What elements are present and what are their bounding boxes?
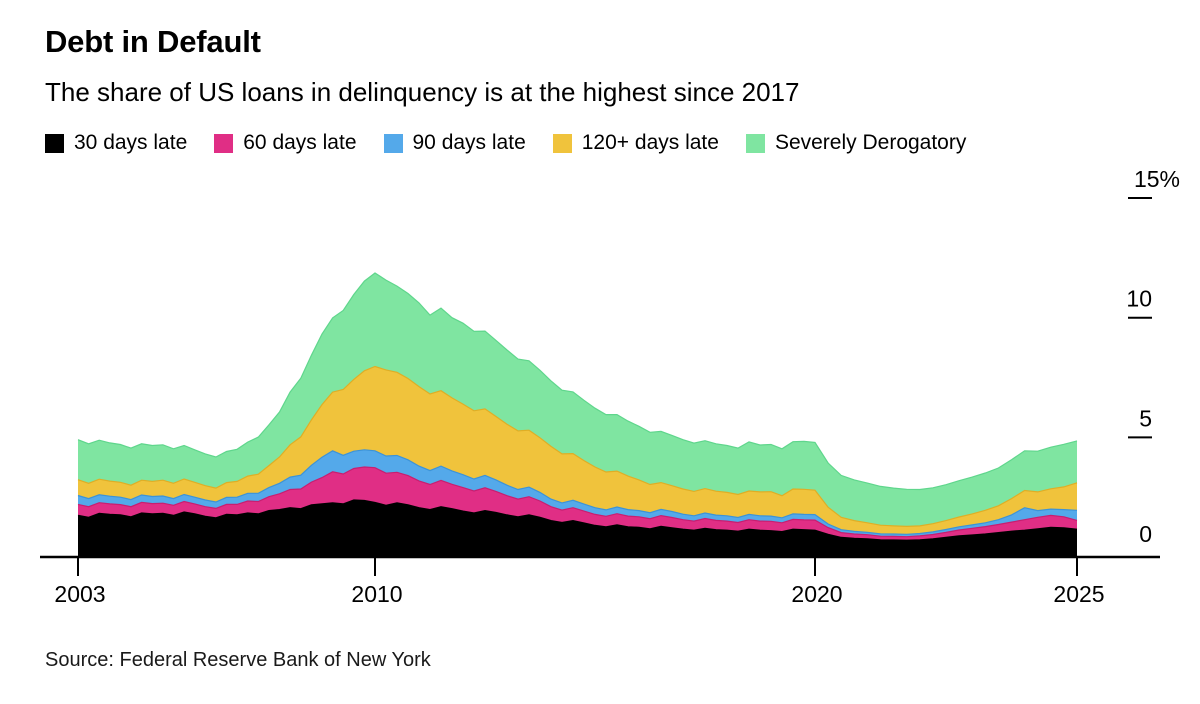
area-30-days-late xyxy=(78,500,1077,557)
legend-swatch-severely-derogatory xyxy=(745,133,765,153)
edge-30-days-late xyxy=(77,499,1078,541)
legend-swatch-60-days-late xyxy=(214,133,234,153)
area-60-days-late xyxy=(78,467,1077,541)
x-tick-label-2020: 2020 xyxy=(791,581,842,607)
x-tick-label-2010: 2010 xyxy=(351,581,402,607)
legend-swatch-120-plus-days-late xyxy=(552,133,572,153)
legend: 30 days late 60 days late 90 days late 120+… xyxy=(45,131,966,155)
legend-item-severely-derogatory: Severely Derogatory xyxy=(745,131,967,155)
y-tick-label-5: 5 xyxy=(1139,405,1152,431)
area-90-days-late xyxy=(78,449,1077,537)
legend-label: 60 days late xyxy=(243,131,357,154)
edge-severely-derogatory xyxy=(77,272,1078,491)
legend-label: 90 days late xyxy=(412,131,526,154)
area-120-plus-days-late xyxy=(78,366,1077,535)
edge-60-days-late xyxy=(77,466,1078,538)
x-tick-label-2003: 2003 xyxy=(54,581,105,607)
legend-item-30-days-late: 30 days late xyxy=(45,131,187,155)
page-subtitle: The share of US loans in delinquency is … xyxy=(45,77,800,107)
edge-120-plus-days-late xyxy=(77,365,1078,528)
legend-swatch-30-days-late xyxy=(45,133,64,153)
x-tick-label-2025: 2025 xyxy=(1053,581,1104,607)
legend-item-90-days-late: 90 days late xyxy=(383,131,526,155)
legend-label: 30 days late xyxy=(74,131,188,154)
legend-item-60-days-late: 60 days late xyxy=(214,131,357,155)
y-tick-label-10: 10 xyxy=(1126,286,1152,312)
legend-swatch-90-days-late xyxy=(383,133,403,153)
area-severely-derogatory xyxy=(78,273,1077,527)
legend-item-120-plus-days-late: 120+ days late xyxy=(552,131,719,155)
y-tick-label-0: 0 xyxy=(1139,521,1152,547)
y-tick-label-15: 15% xyxy=(1134,166,1180,192)
legend-label: Severely Derogatory xyxy=(774,131,967,154)
source-note: Source: Federal Reserve Bank of New York xyxy=(45,649,431,671)
edge-90-days-late xyxy=(77,449,1078,535)
page-title: Debt in Default xyxy=(45,24,261,59)
legend-label: 120+ days late xyxy=(581,131,719,154)
